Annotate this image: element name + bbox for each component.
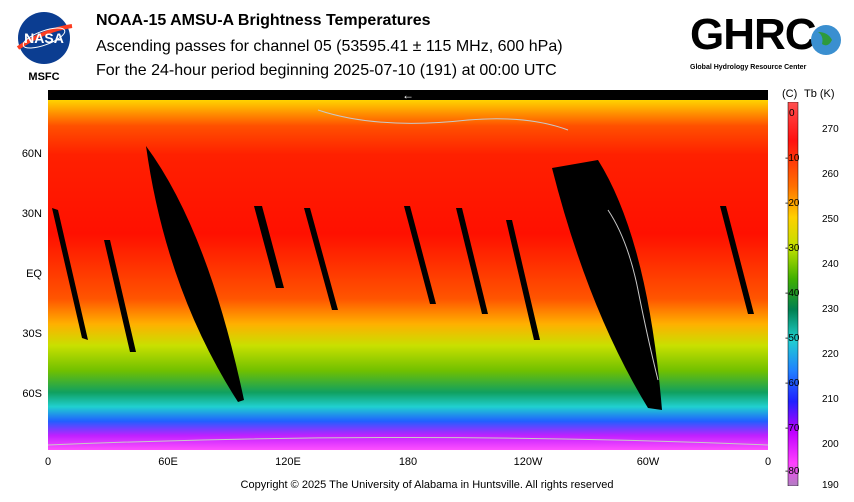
colorbar-tick-c: -80 <box>785 466 800 477</box>
subtitle-period: For the 24-hour period beginning 2025-07… <box>96 62 557 79</box>
ghrc-logo-sub: Global Hydrology Resource Center <box>690 64 807 71</box>
ghrc-logo: GHRC Global Hydrology Resource Center <box>684 8 848 78</box>
orbit-gap <box>404 206 436 304</box>
colorbar-tick-c: -40 <box>785 288 800 299</box>
orbit-gap <box>52 208 88 340</box>
coastline <box>48 437 768 446</box>
colorbar-tick-k: 270 <box>822 124 839 135</box>
colorbar-tick-c: -50 <box>785 333 800 344</box>
copyright-footer: Copyright © 2025 The University of Alaba… <box>240 479 614 491</box>
ghrc-logo-text: GHRC <box>690 10 817 59</box>
lon-label: 120E <box>275 456 301 468</box>
orbit-gap <box>304 208 338 310</box>
orbit-gap-wide <box>146 146 244 402</box>
colorbar-tick-k: 260 <box>822 169 839 180</box>
lat-label: 60N <box>21 148 42 160</box>
colorbar-tick-c: -60 <box>785 378 800 389</box>
colorbar <box>787 102 799 486</box>
colorbar-tick-c: -10 <box>785 153 800 164</box>
lon-label: 120W <box>513 456 543 468</box>
colorbar-tick-c: -20 <box>785 198 800 209</box>
colorbar-tick-c: 0 <box>789 108 795 119</box>
colorbar-tick-k: 200 <box>822 439 839 450</box>
globe-icon <box>811 25 841 55</box>
colorbar-tick-k: 240 <box>822 259 839 270</box>
top-nodata-band <box>48 90 768 100</box>
subtitle-channel: Ascending passes for channel 05 (53595.4… <box>96 38 563 55</box>
colorbar-tick-k: 210 <box>822 394 839 405</box>
colorbar-tick-c: -70 <box>785 423 800 434</box>
lat-label: EQ <box>26 268 42 280</box>
orbit-gap <box>506 220 540 340</box>
colorbar-tick-k: 190 <box>822 480 839 491</box>
orbit-gap <box>104 240 136 352</box>
colorbar-unit-celsius: (C) <box>782 88 798 100</box>
colorbar-tick-k: 250 <box>822 214 839 225</box>
colorbar-tick-k: 220 <box>822 349 839 360</box>
nasa-logo-text: NASA <box>24 30 64 46</box>
brightness-temperature-map: ← <box>48 90 768 450</box>
coastline <box>607 209 659 381</box>
lon-label: 0 <box>764 456 772 468</box>
colorbar-unit-kelvin: Tb (K) <box>804 88 835 100</box>
orbit-gap <box>720 206 754 314</box>
orbit-gap <box>254 206 284 288</box>
direction-arrow: ← <box>402 90 414 102</box>
orbit-gap <box>456 208 488 314</box>
lon-label: 0 <box>44 456 52 468</box>
lat-label: 60S <box>22 388 42 400</box>
colorbar-tick-k: 230 <box>822 304 839 315</box>
lon-label: 60E <box>158 456 178 468</box>
lon-label: 180 <box>398 456 418 468</box>
lon-label: 60W <box>636 456 660 468</box>
lat-label: 30N <box>21 208 42 220</box>
nasa-logo-sub: MSFC <box>28 71 59 82</box>
lat-label: 30S <box>22 328 42 340</box>
orbit-gap-wide <box>552 160 662 410</box>
coastline <box>317 109 569 131</box>
nasa-logo: NASA MSFC <box>16 12 73 82</box>
colorbar-tick-c: -30 <box>785 243 800 254</box>
page-title: NOAA-15 AMSU-A Brightness Temperatures <box>96 12 431 29</box>
